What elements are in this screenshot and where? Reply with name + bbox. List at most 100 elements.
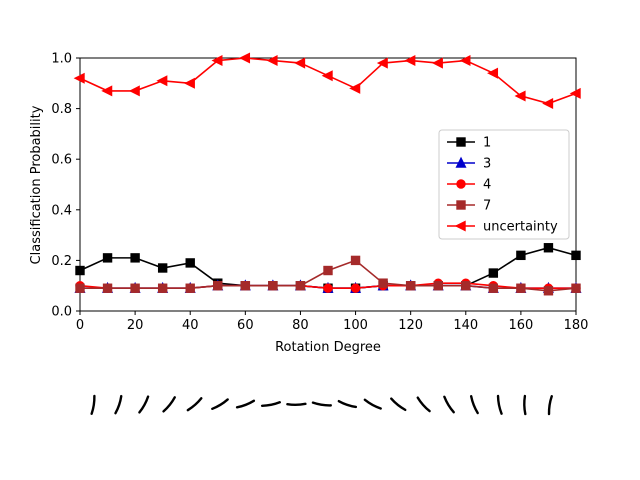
digit-stroke xyxy=(260,401,281,407)
data-point xyxy=(571,283,581,293)
y-tick-label: 1.0 xyxy=(51,52,72,67)
rotated-digit xyxy=(162,396,176,413)
x-tick-label: 160 xyxy=(508,318,533,333)
data-point xyxy=(514,90,526,102)
legend-marker xyxy=(456,200,466,210)
data-point xyxy=(516,250,526,261)
rotated-digit xyxy=(363,398,382,410)
data-point xyxy=(185,258,195,268)
data-point xyxy=(542,98,554,110)
rotated-digit xyxy=(286,402,307,406)
data-point xyxy=(543,286,554,296)
data-point xyxy=(211,55,223,67)
digit-stroke xyxy=(523,394,527,416)
rotated-digit xyxy=(311,401,332,407)
y-tick-label: 0.0 xyxy=(51,305,72,320)
rotated-digit xyxy=(469,395,479,415)
y-tick-label: 0.6 xyxy=(51,153,72,168)
data-point xyxy=(183,77,195,89)
y-tick-label: 0.4 xyxy=(51,203,72,218)
data-point xyxy=(378,278,388,288)
digit-stroke xyxy=(162,396,176,413)
digit-stroke xyxy=(469,395,479,415)
data-point xyxy=(516,283,526,293)
data-point xyxy=(487,67,499,79)
plot-frame xyxy=(79,57,577,312)
data-point xyxy=(268,281,278,291)
digit-stroke xyxy=(286,402,307,406)
rotated-digit xyxy=(235,399,256,409)
rotated-digit xyxy=(90,394,96,415)
data-point xyxy=(101,85,113,97)
series-4 xyxy=(75,278,581,293)
legend: 1 3 4 7 uncertainty xyxy=(438,129,570,240)
legend-label: uncertainty xyxy=(483,220,558,235)
x-tick-label: 40 xyxy=(182,318,199,333)
y-axis-label: Classification Probability xyxy=(29,105,44,264)
rotated-digit xyxy=(523,394,527,416)
digit-stroke xyxy=(547,395,553,416)
legend-item: 7 xyxy=(447,199,491,214)
data-point xyxy=(213,281,223,291)
data-point xyxy=(102,253,113,263)
x-axis: 0 20 40 60 80 100 120 140 160 180 xyxy=(76,311,589,333)
data-point xyxy=(461,281,471,291)
rotated-digit xyxy=(547,395,553,416)
legend-item: 4 xyxy=(447,178,491,193)
rotated-digit xyxy=(390,397,407,412)
digit-stroke xyxy=(211,398,229,411)
legend-marker xyxy=(455,156,467,168)
data-point xyxy=(459,55,471,67)
data-point xyxy=(543,243,554,253)
rotated-digit-strip xyxy=(90,394,553,416)
rotated-digit xyxy=(114,394,123,415)
rotated-digit xyxy=(337,399,358,409)
x-tick-label: 20 xyxy=(127,318,144,333)
data-point xyxy=(431,57,443,69)
series-7 xyxy=(75,255,581,296)
x-tick-label: 80 xyxy=(292,318,309,333)
data-point xyxy=(376,57,388,69)
x-tick-label: 60 xyxy=(237,318,254,333)
data-point xyxy=(404,55,416,67)
digit-stroke xyxy=(416,396,431,413)
legend-item: 1 xyxy=(447,136,491,151)
data-point xyxy=(157,283,168,293)
data-point xyxy=(295,281,306,291)
series-line xyxy=(79,57,577,105)
x-tick-label: 180 xyxy=(564,318,589,333)
rotated-digit xyxy=(260,401,281,407)
data-point xyxy=(488,283,499,293)
digit-stroke xyxy=(186,397,203,412)
rotated-digit xyxy=(443,395,455,414)
data-point xyxy=(185,283,195,293)
digit-stroke xyxy=(138,395,150,414)
data-point xyxy=(130,253,140,263)
rotated-digit xyxy=(186,397,203,412)
digit-stroke xyxy=(311,401,332,407)
legend-item: 3 xyxy=(447,157,491,172)
digit-stroke xyxy=(235,399,256,409)
rotated-digit xyxy=(496,394,503,415)
rotated-digit xyxy=(138,395,150,414)
data-point xyxy=(240,281,251,291)
y-tick-label: 0.2 xyxy=(51,254,72,269)
data-point xyxy=(323,265,333,276)
legend-marker xyxy=(456,179,466,189)
data-point xyxy=(321,70,333,82)
data-point xyxy=(73,72,85,84)
legend-marker xyxy=(456,137,466,147)
digit-stroke xyxy=(443,395,455,414)
data-point xyxy=(130,283,140,293)
legend-label: 1 xyxy=(483,136,491,151)
data-point xyxy=(569,87,581,99)
data-point xyxy=(239,52,251,64)
data-point xyxy=(156,75,168,87)
legend-marker xyxy=(454,220,466,232)
x-tick-label: 100 xyxy=(343,318,368,333)
digit-stroke xyxy=(496,394,503,415)
data-point xyxy=(405,281,416,291)
plot-area xyxy=(79,57,577,312)
data-point xyxy=(350,255,361,266)
data-point xyxy=(102,283,113,293)
